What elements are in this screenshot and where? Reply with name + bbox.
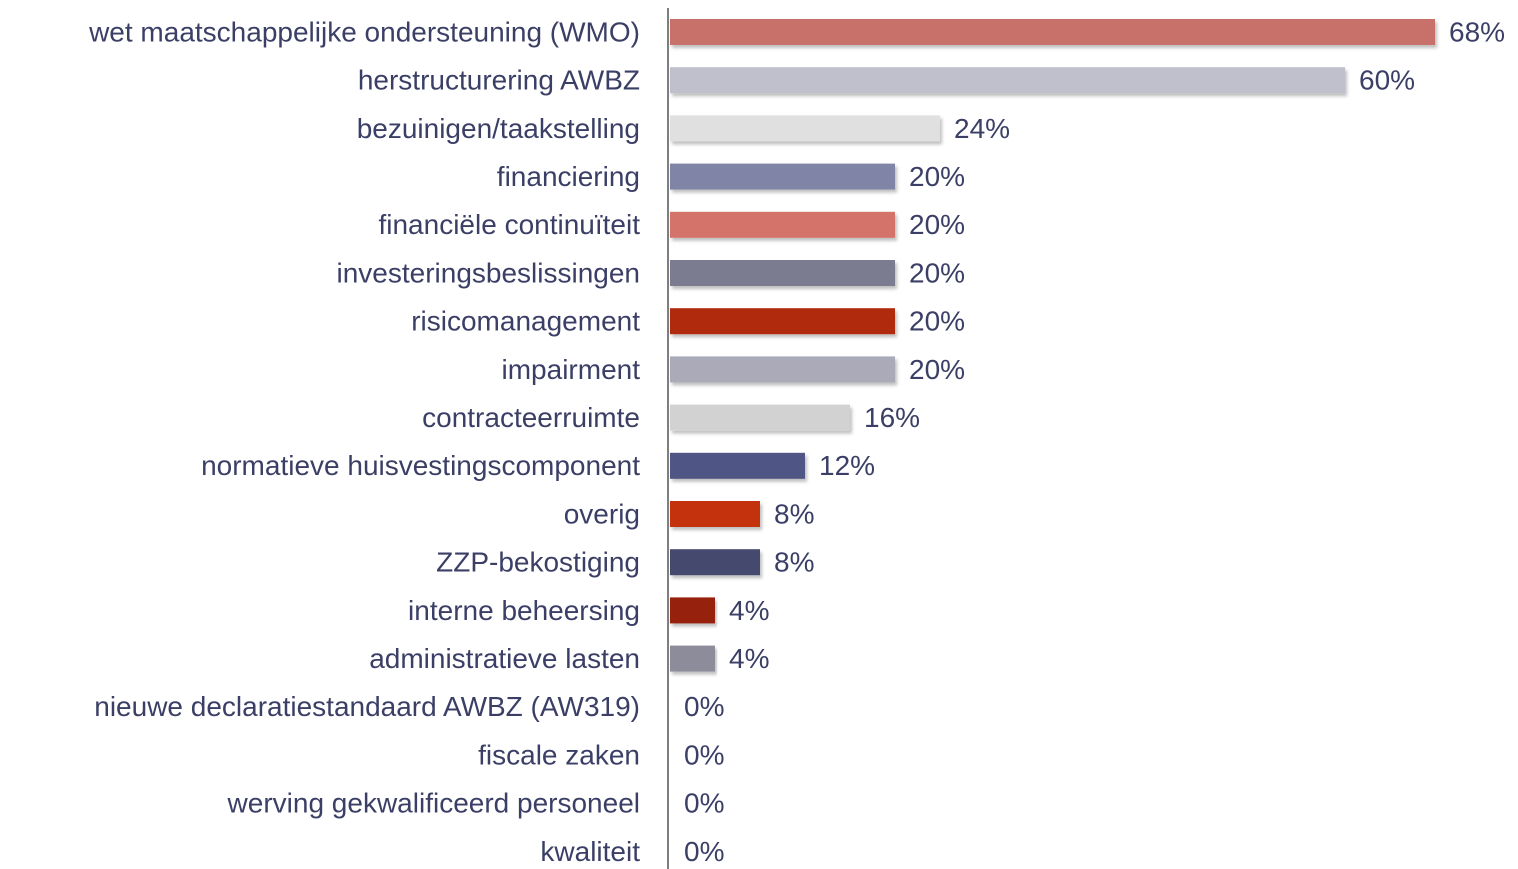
value-label: 0% (684, 788, 724, 819)
category-label: overig (564, 498, 640, 529)
value-label: 12% (819, 450, 875, 481)
value-label: 0% (684, 836, 724, 867)
value-label: 16% (864, 402, 920, 433)
value-label: 20% (909, 354, 965, 385)
value-label: 24% (954, 113, 1010, 144)
category-label: wet maatschappelijke ondersteuning (WMO) (88, 16, 640, 47)
bar (670, 211, 895, 238)
category-label: bezuinigen/taakstelling (357, 113, 640, 144)
category-label: fiscale zaken (478, 739, 640, 770)
category-label: impairment (502, 354, 641, 385)
category-label: contracteerruimte (422, 402, 640, 433)
bar (670, 452, 805, 479)
category-label: herstructurering AWBZ (358, 65, 640, 96)
category-label: ZZP-bekostiging (436, 547, 640, 578)
bar (670, 645, 715, 672)
category-label: interne beheersing (408, 595, 640, 626)
category-label: financiering (497, 161, 640, 192)
value-label: 4% (729, 643, 769, 674)
category-label: financiële continuïteit (378, 209, 640, 240)
bar (670, 597, 715, 624)
value-label: 20% (909, 257, 965, 288)
category-label: risicomanagement (411, 306, 640, 337)
value-label: 8% (774, 498, 814, 529)
bar (670, 501, 760, 527)
bar (670, 67, 1345, 94)
bar (670, 163, 895, 190)
bar (670, 549, 760, 576)
category-label: werving gekwalificeerd personeel (227, 788, 640, 819)
value-label: 20% (909, 306, 965, 337)
bar (670, 260, 895, 286)
bar (670, 115, 940, 142)
category-label: administratieve lasten (369, 643, 640, 674)
value-label: 68% (1449, 16, 1505, 47)
category-label: nieuwe declaratiestandaard AWBZ (AW319) (94, 691, 640, 722)
category-label: investeringsbeslissingen (336, 257, 640, 288)
category-label: kwaliteit (540, 836, 640, 867)
value-label: 8% (774, 547, 814, 578)
value-label: 0% (684, 691, 724, 722)
value-label: 20% (909, 209, 965, 240)
value-label: 60% (1359, 65, 1415, 96)
bar (670, 19, 1435, 45)
value-label: 0% (684, 739, 724, 770)
bar (670, 404, 850, 431)
value-label: 20% (909, 161, 965, 192)
bar (670, 356, 895, 383)
category-label: normatieve huisvestingscomponent (201, 450, 640, 481)
value-label: 4% (729, 595, 769, 626)
bar (670, 308, 895, 335)
